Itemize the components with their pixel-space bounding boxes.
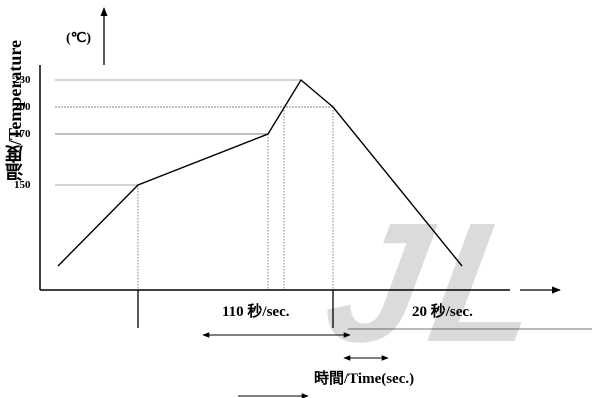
duration-label-20: 20 秒/sec. xyxy=(412,304,473,320)
y-tick-200: 200 xyxy=(14,101,31,113)
temperature-unit-label: (℃) xyxy=(66,31,92,46)
x-axis-label: 時間/Time(sec.) xyxy=(314,371,415,387)
y-tick-150: 150 xyxy=(14,179,31,191)
y-tick-230: 230 xyxy=(14,74,31,86)
y-tick-170: 170 xyxy=(14,128,31,140)
duration-label-110: 110 秒/sec. xyxy=(222,304,290,320)
temperature-profile-curve xyxy=(57,78,463,267)
